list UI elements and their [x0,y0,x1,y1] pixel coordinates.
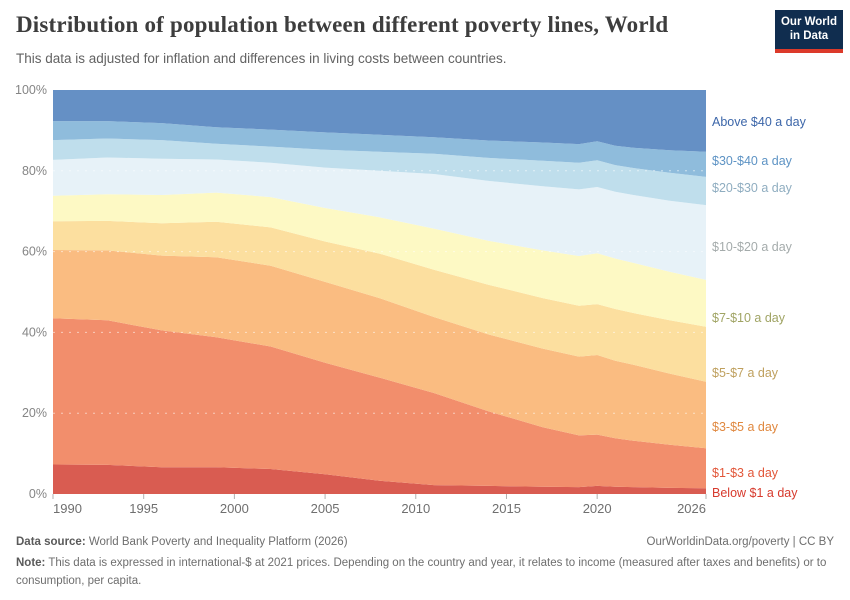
y-axis-label-40: 40% [22,325,47,339]
legend-label-5-7-a-day[interactable]: $5-$7 a day [712,366,779,380]
legend-label-above-40-a-day[interactable]: Above $40 a day [712,115,806,129]
chart-note: Note: This data is expressed in internat… [16,555,834,590]
x-axis-label-2010: 2010 [401,501,430,516]
data-source-text: World Bank Poverty and Inequality Platfo… [85,536,348,548]
legend-label-below-1-a-day[interactable]: Below $1 a day [712,486,798,500]
note-label: Note: [16,557,46,570]
x-axis-label-2000: 2000 [220,501,249,516]
x-axis-label-1990: 1990 [53,501,82,516]
legend-label-10-20-a-day[interactable]: $10-$20 a day [712,240,792,254]
data-source: Data source: World Bank Poverty and Ineq… [16,534,348,551]
x-axis-label-2020: 2020 [583,501,612,516]
legend-label-30-40-a-day[interactable]: $30-$40 a day [712,154,792,168]
license-link[interactable]: OurWorldinData.org/poverty | CC BY [646,536,834,548]
chart-subtitle: This data is adjusted for inflation and … [16,51,507,66]
note-text: This data is expressed in international-… [16,557,827,587]
area-30-40-a-day[interactable] [53,121,706,177]
y-axis-label-0: 0% [29,487,47,501]
x-axis-label-2005: 2005 [311,501,340,516]
area-5-7-a-day[interactable] [53,220,706,382]
y-axis-label-100: 100% [15,83,47,97]
area-above-40-a-day[interactable] [53,90,706,152]
x-axis-label-2026: 2026 [677,501,706,516]
area-20-30-a-day[interactable] [53,138,706,206]
owid-logo-line1: Our World [780,16,837,28]
chart-legend: Below $1 a day $1-$3 a day $3-$5 a day $5-$… [712,115,806,500]
y-axis-label-60: 60% [22,245,47,259]
area-below-1-a-day[interactable] [53,464,706,495]
x-axis-label-1995: 1995 [129,501,158,516]
x-axis-label-2015: 2015 [492,501,521,516]
area-3-5-a-day[interactable] [53,250,706,449]
area-1-3-a-day[interactable] [53,318,706,489]
chart-footer: Data source: World Bank Poverty and Ineq… [16,534,834,590]
data-source-label: Data source: [16,536,86,548]
area-7-10-a-day[interactable] [53,192,706,327]
y-axis-label-80: 80% [22,164,47,178]
legend-label-1-3-a-day[interactable]: $1-$3 a day [712,466,779,480]
legend-label-3-5-a-day[interactable]: $3-$5 a day [712,420,779,434]
page-title: Distribution of population between diffe… [16,12,669,37]
legend-label-20-30-a-day[interactable]: $20-$30 a day [712,181,792,195]
owid-logo-line2: in Data [789,29,829,42]
stacked-area-chart: 0% 20% 40% 60% 80% 100% 1990 1995 2000 2005 2010 20… [15,83,707,516]
owid-logo[interactable]: Our World in Data [775,10,843,53]
legend-label-7-10-a-day[interactable]: $7-$10 a day [712,311,785,325]
area-10-20-a-day[interactable] [53,157,706,280]
y-axis-label-20: 20% [22,406,47,420]
